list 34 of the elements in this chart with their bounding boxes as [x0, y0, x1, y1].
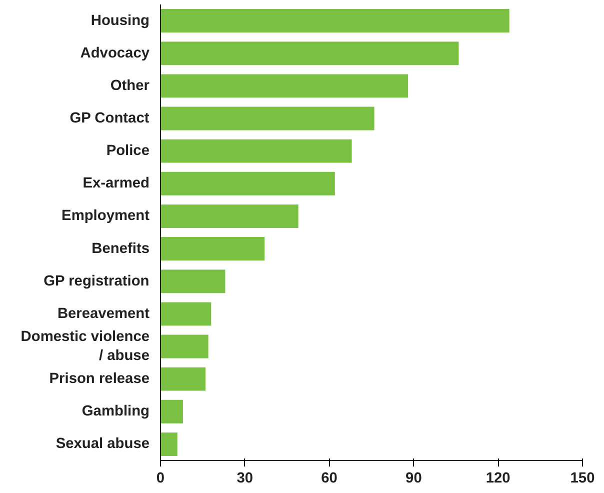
- x-tick-label: 0: [156, 470, 165, 486]
- bar: [160, 9, 510, 33]
- bar: [160, 270, 226, 294]
- y-tick-label: Employment: [62, 208, 150, 224]
- x-tick-label: 150: [570, 470, 595, 486]
- bar: [160, 432, 178, 456]
- y-tick-label: Advocacy: [80, 45, 150, 62]
- bar: [160, 302, 212, 326]
- y-tick-label: Prison release: [49, 371, 150, 388]
- y-tick-label: Sexual abuse: [56, 436, 150, 452]
- x-tick-label: 60: [321, 470, 338, 486]
- bar: [160, 400, 184, 424]
- y-tick-label: Benefits: [92, 240, 150, 257]
- bar: [160, 172, 335, 196]
- bar: [160, 237, 265, 261]
- bar: [160, 334, 208, 358]
- y-tick-label: Ex-armed: [82, 176, 150, 192]
- y-tick-label: Gambling: [82, 404, 150, 420]
- y-tick-label: Domestic violence / abuse: [20, 328, 150, 364]
- x-tick-label: 30: [236, 470, 254, 486]
- x-tick-label: 120: [486, 470, 510, 486]
- y-tick-label: GP registration: [44, 273, 150, 290]
- bar: [160, 42, 459, 66]
- bar: [160, 139, 352, 163]
- y-tick-label: Other: [110, 78, 150, 94]
- bar: [160, 106, 374, 130]
- y-tick-label: Bereavement: [57, 306, 150, 322]
- bar: [160, 204, 298, 228]
- x-tick-label: 90: [406, 470, 422, 486]
- bar: [160, 367, 206, 391]
- bar: [160, 74, 408, 98]
- y-tick-label: GP Contact: [70, 110, 150, 126]
- y-tick-label: Housing: [90, 12, 150, 29]
- y-tick-label: Police: [106, 143, 150, 160]
